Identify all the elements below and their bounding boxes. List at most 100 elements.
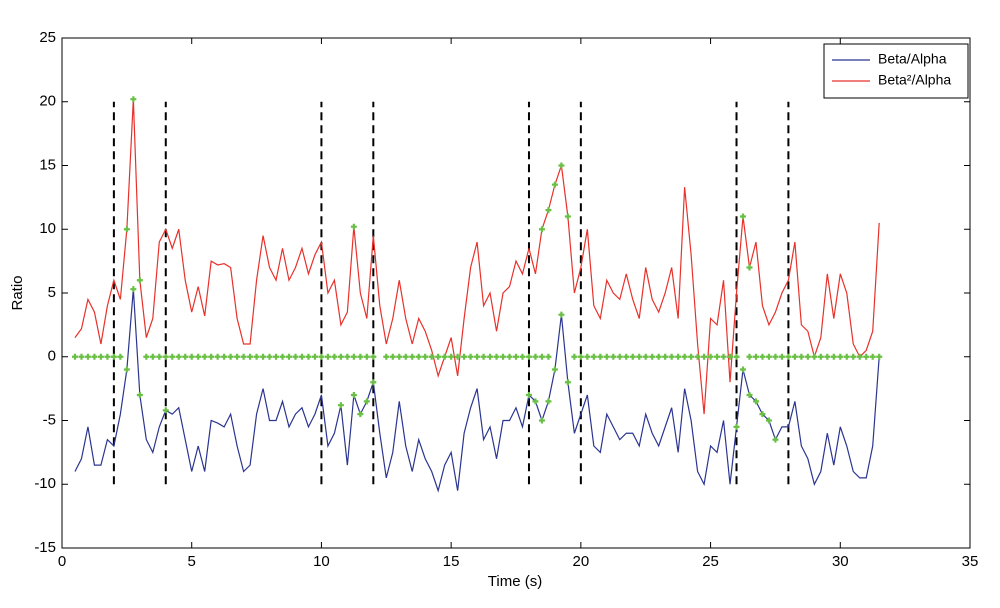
detection-marker	[675, 353, 682, 360]
detection-marker	[869, 353, 876, 360]
detection-marker	[448, 353, 455, 360]
detection-marker	[221, 353, 228, 360]
detection-marker	[350, 353, 357, 360]
detection-marker	[856, 353, 863, 360]
detection-marker	[123, 366, 130, 373]
detection-marker	[597, 353, 604, 360]
detection-marker	[324, 353, 331, 360]
detection-marker	[785, 353, 792, 360]
legend-label: Beta²/Alpha	[878, 72, 951, 88]
detection-marker	[136, 277, 143, 284]
detection-marker	[545, 398, 552, 405]
detection-marker	[428, 353, 435, 360]
detection-marker	[273, 353, 280, 360]
detection-marker	[688, 353, 695, 360]
x-tick-label: 10	[313, 553, 330, 570]
detection-marker	[143, 353, 150, 360]
detection-marker	[765, 417, 772, 424]
y-tick-label: 20	[39, 93, 56, 110]
detection-marker	[240, 353, 247, 360]
x-axis-label: Time (s)	[488, 573, 542, 590]
detection-marker	[727, 353, 734, 360]
detection-marker	[746, 353, 753, 360]
detection-marker	[435, 353, 442, 360]
y-tick-label: 25	[39, 29, 56, 46]
detection-marker	[130, 286, 137, 293]
detection-marker	[78, 353, 85, 360]
detection-marker	[467, 353, 474, 360]
series-line	[74, 289, 880, 493]
detection-marker	[629, 353, 636, 360]
detection-marker	[681, 353, 688, 360]
detection-marker	[506, 353, 513, 360]
detection-marker	[525, 392, 532, 398]
detection-marker	[370, 353, 377, 360]
detection-marker	[396, 353, 403, 360]
detection-marker	[545, 207, 552, 214]
detection-marker	[266, 353, 273, 360]
detection-marker	[759, 411, 766, 418]
detection-marker	[752, 353, 759, 360]
detection-marker	[571, 353, 578, 360]
detection-marker	[636, 353, 643, 360]
detection-marker	[214, 353, 221, 360]
detection-marker	[487, 353, 494, 360]
detection-marker	[558, 311, 565, 318]
series-line	[74, 99, 880, 415]
detection-marker	[564, 213, 571, 220]
detection-marker	[525, 353, 532, 360]
y-tick-label: 15	[39, 156, 56, 173]
detection-marker	[850, 353, 857, 360]
detection-marker	[123, 226, 130, 233]
x-tick-label: 25	[702, 553, 719, 570]
detection-marker	[156, 353, 163, 360]
detection-marker	[337, 402, 344, 409]
detection-marker	[778, 353, 785, 360]
y-axis-label: Ratio	[9, 275, 26, 310]
detection-marker	[169, 353, 176, 360]
detection-marker	[383, 353, 390, 360]
detection-marker	[538, 226, 545, 233]
detection-marker	[389, 353, 396, 360]
detection-marker	[545, 353, 552, 360]
x-tick-label: 35	[962, 553, 979, 570]
detection-marker	[286, 353, 292, 360]
detection-marker	[590, 353, 597, 360]
detection-marker	[558, 162, 565, 169]
detection-marker	[740, 366, 746, 373]
detection-marker	[694, 353, 701, 360]
detection-marker	[234, 353, 241, 360]
detection-marker	[830, 353, 837, 360]
detection-marker	[260, 353, 267, 360]
detection-marker	[292, 353, 299, 360]
detection-marker	[175, 353, 182, 360]
detection-marker	[707, 353, 714, 360]
detection-marker	[772, 436, 779, 443]
detection-marker	[305, 353, 312, 360]
detection-marker	[318, 353, 325, 360]
detection-marker	[162, 407, 169, 414]
detection-marker	[532, 398, 539, 405]
detection-marker	[733, 353, 740, 360]
y-tick-label: -15	[34, 539, 56, 556]
detection-marker	[402, 353, 409, 360]
x-tick-label: 15	[443, 553, 460, 570]
detection-marker	[843, 353, 850, 360]
detection-marker	[454, 353, 461, 360]
detection-marker	[253, 353, 260, 360]
detection-marker	[357, 411, 364, 418]
detection-marker	[422, 353, 429, 360]
detection-marker	[162, 353, 169, 360]
legend-box	[823, 43, 969, 99]
x-tick-label: 0	[58, 553, 66, 570]
detection-marker	[662, 353, 669, 360]
detection-marker	[149, 353, 156, 360]
detection-marker	[136, 392, 143, 398]
detection-marker	[350, 223, 357, 230]
detection-marker	[201, 353, 208, 360]
detection-marker	[772, 353, 779, 360]
detection-marker	[551, 366, 558, 373]
detection-marker	[538, 417, 545, 424]
legend: Beta/Alpha Beta²/Alpha	[823, 43, 969, 99]
